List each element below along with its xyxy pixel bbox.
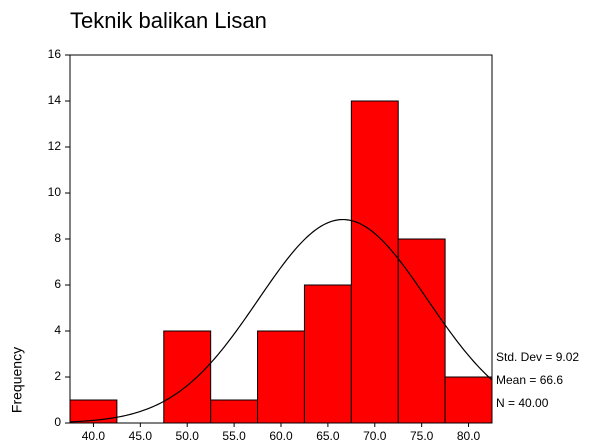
x-tick-label: 55.0 [222, 429, 246, 443]
bar [257, 330, 305, 424]
y-tick-label: 12 [48, 139, 62, 153]
y-tick-label: 6 [54, 277, 61, 291]
chart-title: Teknik balikan Lisan [70, 8, 267, 33]
x-tick-label: 75.0 [410, 429, 434, 443]
bar [444, 376, 493, 424]
x-tick-label: 50.0 [176, 429, 200, 443]
y-tick-label: 4 [54, 323, 61, 337]
bar [210, 399, 259, 424]
y-tick-label: 8 [54, 231, 61, 245]
stat-n: N = 40.00 [496, 396, 549, 410]
x-tick-label: 80.0 [457, 429, 481, 443]
x-tick-label: 40.0 [82, 429, 106, 443]
x-tick-label: 45.0 [129, 429, 153, 443]
x-tick-label: 70.0 [363, 429, 387, 443]
stat-sd: Std. Dev = 9.02 [496, 350, 579, 364]
stat-mean: Mean = 66.6 [496, 373, 563, 387]
bar [69, 399, 118, 424]
bar [163, 330, 212, 424]
y-tick-label: 0 [54, 415, 61, 429]
y-tick-label: 14 [48, 93, 62, 107]
y-tick-label: 2 [54, 369, 61, 383]
y-tick-label: 10 [48, 185, 62, 199]
bar [397, 238, 446, 424]
x-tick-label: 60.0 [269, 429, 293, 443]
bar [350, 100, 399, 424]
y-tick-label: 16 [48, 47, 62, 61]
bar [303, 284, 352, 424]
x-tick-label: 65.0 [316, 429, 340, 443]
normal-curve [69, 218, 493, 423]
y-axis-label: Frequency [9, 347, 25, 413]
